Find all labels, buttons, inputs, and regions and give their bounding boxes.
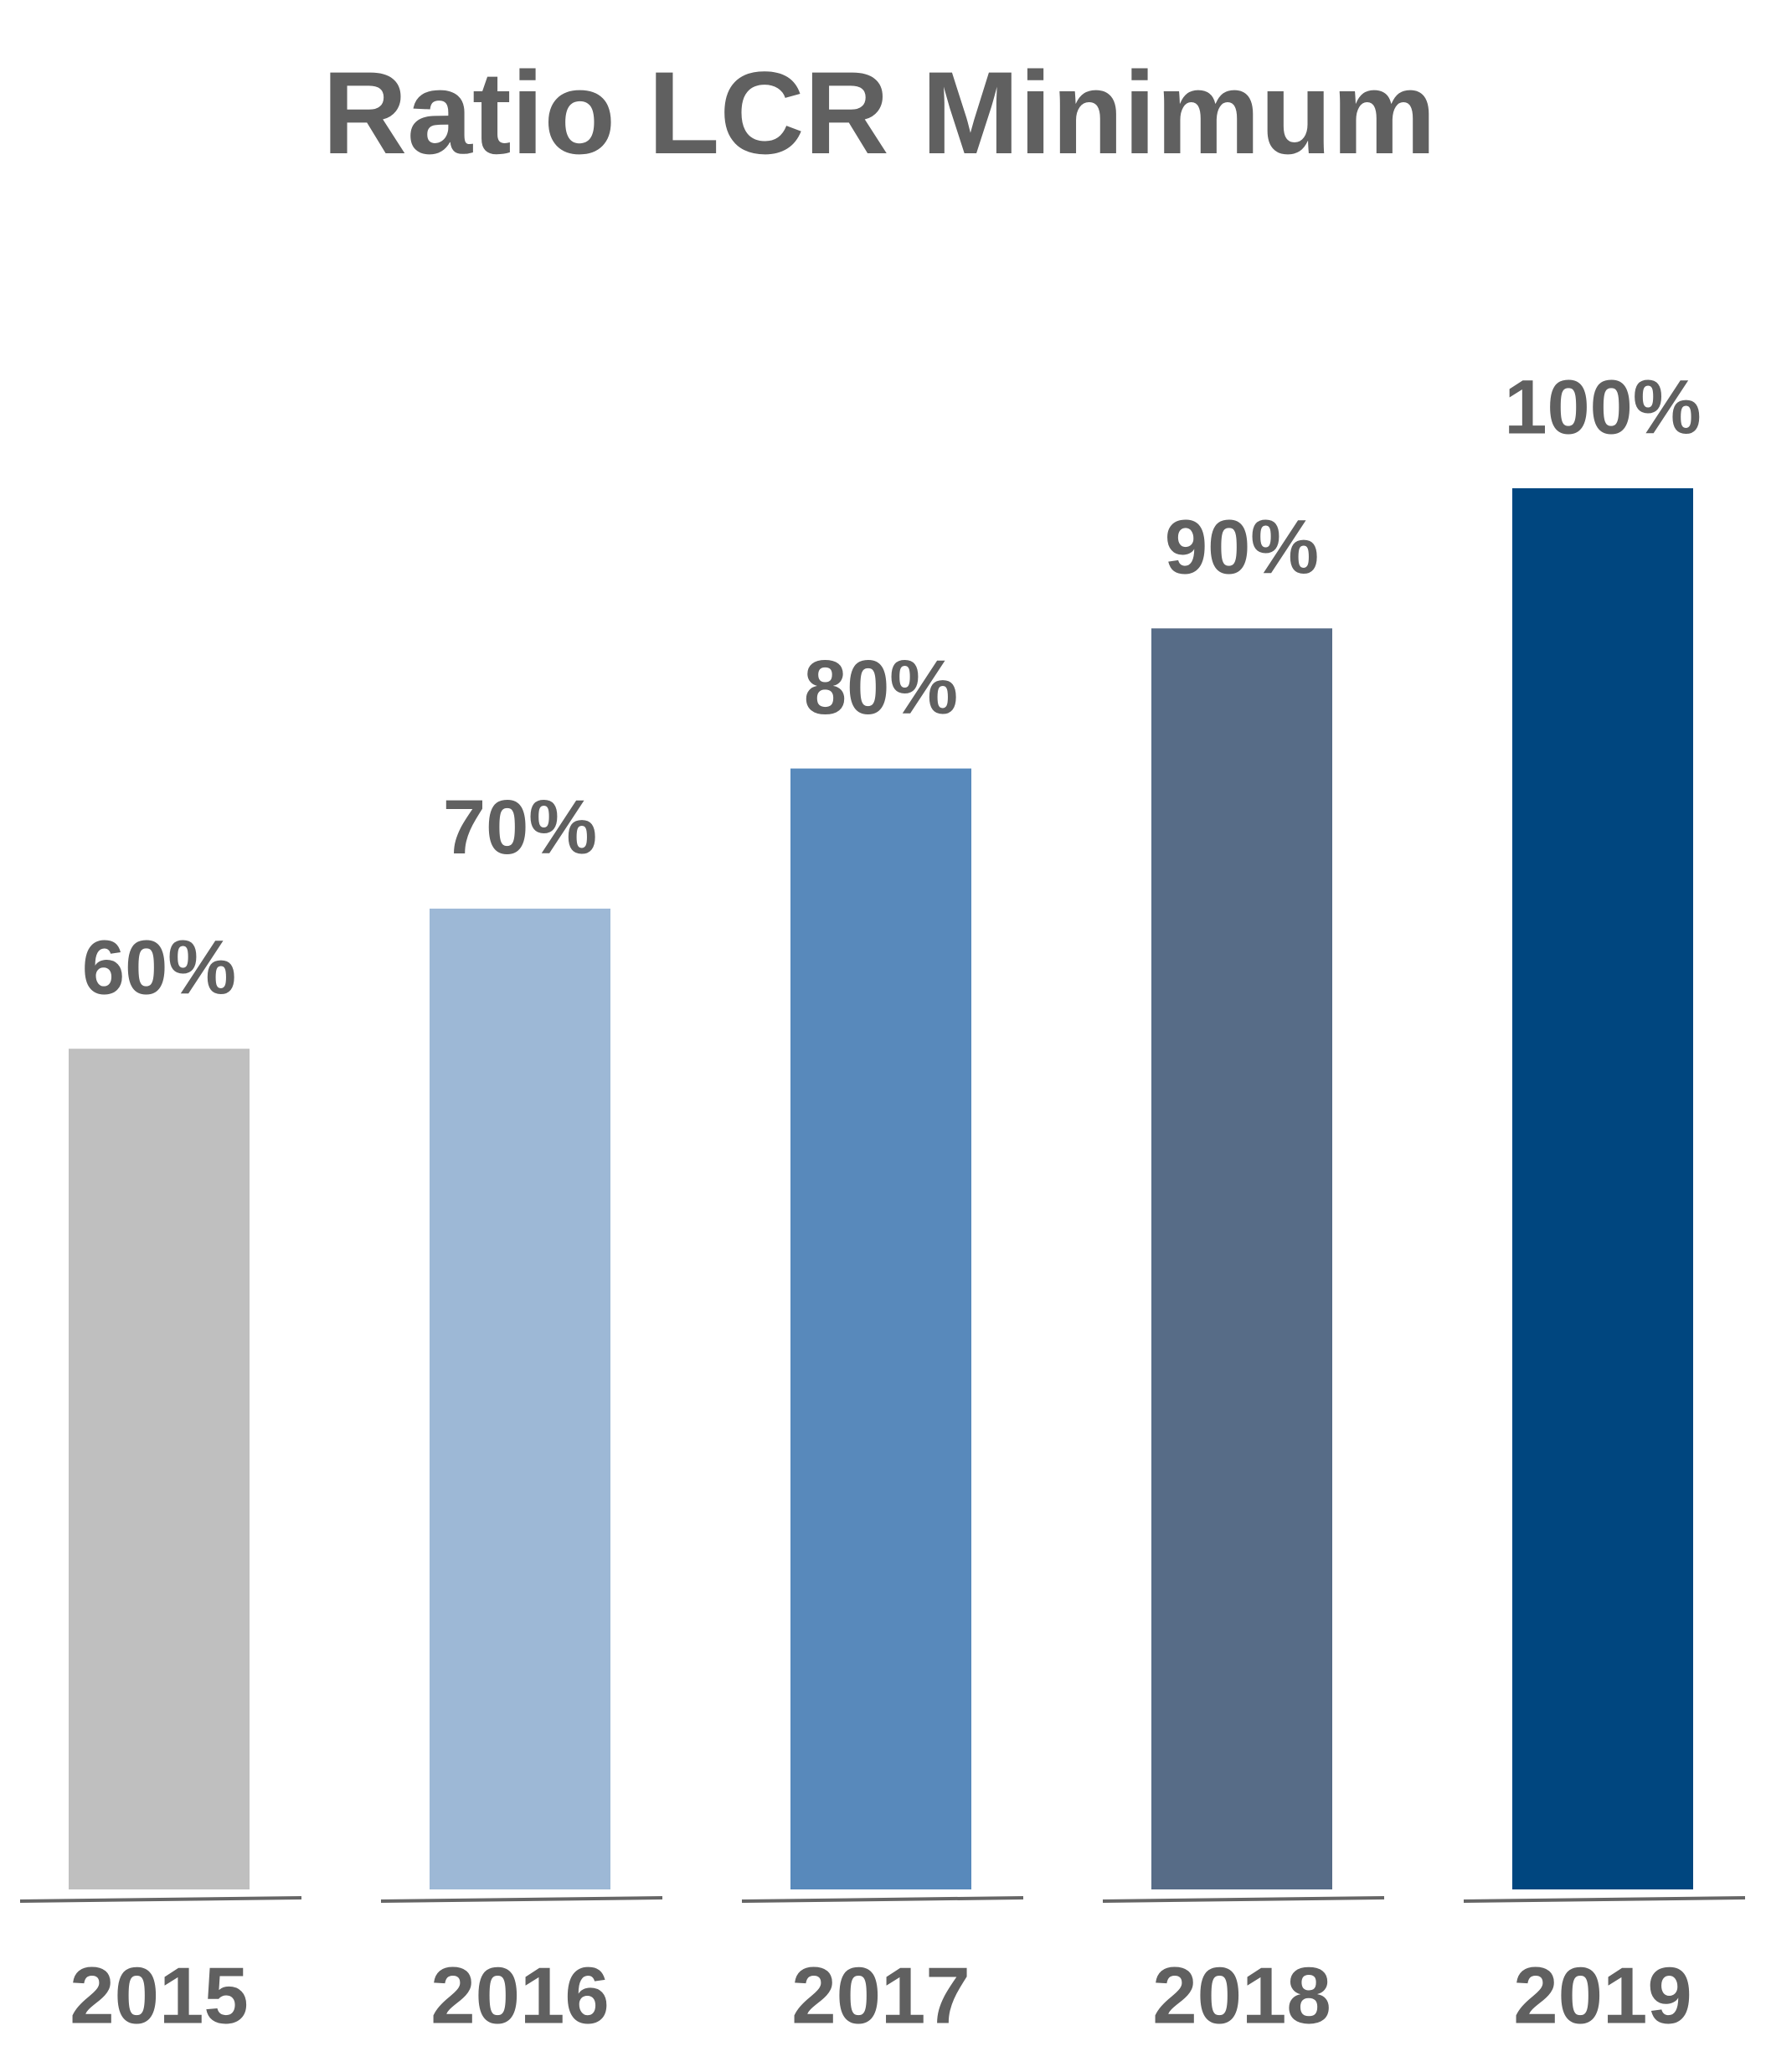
baseline bbox=[19, 1896, 302, 1903]
x-tick-label: 2015 bbox=[70, 1951, 249, 2040]
bar bbox=[430, 908, 610, 1889]
value-label: 90% bbox=[1165, 505, 1319, 590]
x-tick-label: 2017 bbox=[791, 1951, 971, 2040]
chart-title: Ratio LCR Minimum bbox=[322, 47, 1436, 178]
baseline bbox=[1102, 1896, 1385, 1903]
x-tick-label: 2018 bbox=[1152, 1951, 1331, 2040]
x-tick-label: 2019 bbox=[1513, 1951, 1692, 2040]
bar bbox=[1151, 628, 1332, 1889]
x-tick-label: 2016 bbox=[430, 1951, 610, 2040]
baseline bbox=[380, 1896, 663, 1903]
value-label: 100% bbox=[1504, 364, 1701, 450]
baseline bbox=[1463, 1896, 1746, 1903]
value-label: 80% bbox=[804, 645, 958, 730]
bar bbox=[69, 1049, 250, 1889]
bar bbox=[790, 768, 971, 1889]
value-label: 70% bbox=[443, 785, 597, 870]
baseline bbox=[741, 1896, 1024, 1903]
value-label: 60% bbox=[82, 925, 236, 1010]
bar bbox=[1512, 488, 1693, 1889]
